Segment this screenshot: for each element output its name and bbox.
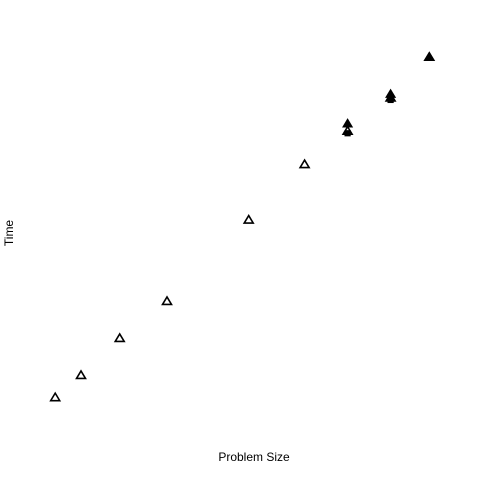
open-triangle-point: [242, 213, 255, 224]
data-points: [49, 51, 436, 402]
filled-triangle-point: [342, 118, 354, 128]
open-triangle-point: [75, 369, 87, 380]
open-triangle-point: [113, 332, 126, 343]
filled-triangle-point: [423, 51, 435, 61]
open-triangle-point: [161, 295, 173, 306]
x-axis-label: Problem Size: [218, 450, 290, 464]
open-triangle-point: [341, 125, 354, 136]
y-axis-label: Time: [2, 220, 16, 247]
filled-triangle-point: [385, 88, 397, 98]
open-triangle-point: [298, 158, 311, 169]
open-triangle-point: [49, 391, 62, 402]
